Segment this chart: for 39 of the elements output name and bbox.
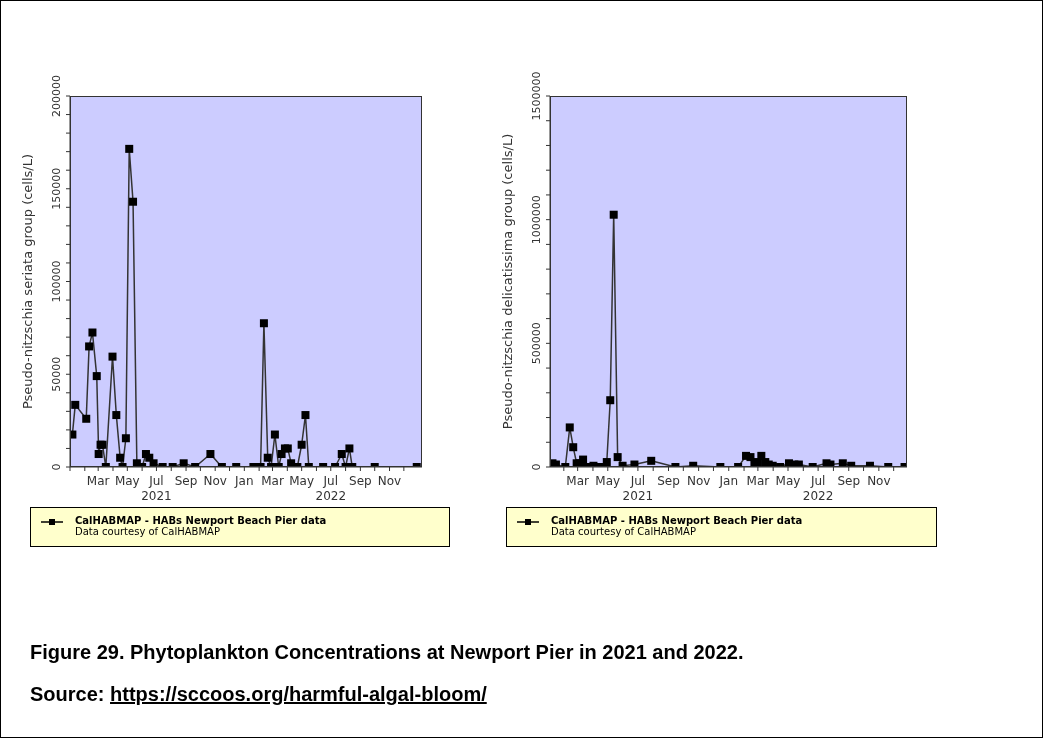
y-tick-label: 1500000 [530, 71, 543, 121]
text: Data courtesy of CalHABMAP [551, 526, 696, 537]
x-tick-label: Jul 2022 [315, 474, 347, 503]
x-tick-label: Jul 2021 [141, 474, 172, 503]
y-tick-label: 0 [50, 463, 63, 471]
x-tick-label: Nov [686, 474, 711, 488]
x-tick-label: May [775, 474, 801, 488]
y-axis-title: Pseudo-nitzschia seriata group (cells/L) [19, 153, 35, 410]
x-tick-label: Jul 2021 [622, 474, 654, 503]
y-axis-title: Pseudo-nitzschia delicatissima group (cells/L) [499, 133, 515, 430]
x-tick-label: Mar [86, 474, 110, 488]
x-tick-label: Sep [174, 474, 198, 488]
x-tick-label: Sep [349, 474, 372, 488]
y-tick-label: 200000 [50, 75, 63, 117]
x-tick-label: Nov [867, 474, 891, 488]
y-tick-label: 1000000 [530, 195, 543, 245]
x-tick-label: Mar [566, 474, 590, 488]
source-note: Source: https://sccoos.org/harmful-algal-bloom/ [30, 683, 487, 706]
y-tick-label: 150000 [50, 167, 63, 210]
x-tick-label: May [289, 474, 315, 488]
x-tick-label: Mar [746, 474, 770, 488]
x-tick-label: Jan [718, 474, 738, 488]
y-tick-label: 100000 [50, 260, 63, 303]
x-tick-label: Sep [837, 474, 861, 488]
y-tick-label: 50000 [50, 356, 63, 392]
x-tick-label: Nov [377, 474, 402, 488]
x-tick-label: Sep [657, 474, 680, 488]
x-tick-label: Jan [234, 474, 254, 488]
legend-label: CalHABMAP - HABs Newport Beach Pier data [75, 515, 327, 526]
legend-label: CalHABMAP - HABs Newport Beach Pier data [551, 515, 803, 526]
text: Data courtesy of CalHABMAP [75, 526, 220, 537]
y-tick-label: 0 [530, 463, 543, 471]
y-tick-label: 500000 [530, 322, 543, 365]
x-tick-label: Mar [261, 474, 284, 488]
x-tick-label: Jul 2022 [802, 474, 834, 503]
caption: Figure 29. Phytoplankton Concentrations at Newport Pier in 2021 and 2022. [30, 641, 744, 664]
x-tick-label: May [595, 474, 621, 488]
x-tick-label: Nov [203, 474, 227, 488]
x-tick-label: May [114, 474, 140, 488]
